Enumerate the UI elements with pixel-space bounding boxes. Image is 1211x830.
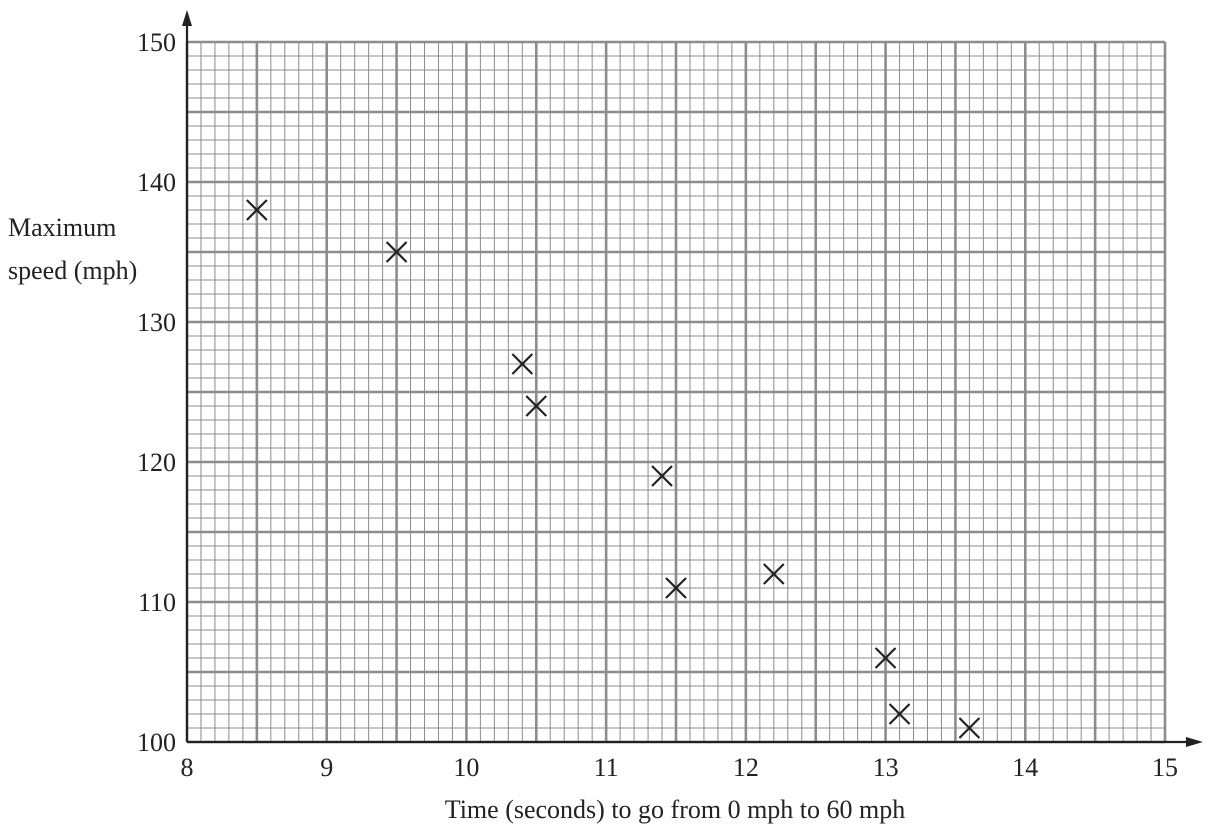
x-tick-label: 12 — [733, 753, 759, 782]
data-point-marker — [874, 647, 897, 669]
y-tick-label: 100 — [137, 728, 176, 757]
x-axis-arrow — [1186, 737, 1203, 747]
x-tick-label: 15 — [1152, 753, 1178, 782]
data-point-marker — [385, 241, 408, 263]
y-tick-label: 130 — [137, 308, 176, 337]
y-axis-title-line-1: Maximum — [8, 213, 116, 242]
y-tick-label: 110 — [138, 588, 176, 617]
chart-axes — [182, 10, 1203, 747]
y-axis-arrow — [182, 10, 192, 26]
data-point-marker — [888, 703, 911, 725]
data-points — [246, 199, 981, 739]
x-tick-label: 10 — [453, 753, 479, 782]
data-point-marker — [665, 577, 687, 599]
data-point-marker — [763, 563, 785, 585]
tick-labels: 8 9 10 11 12 13 14 15 100 110 120 130 140 150 — [137, 28, 1178, 782]
x-tick-label: 8 — [181, 753, 194, 782]
data-point-marker — [525, 395, 548, 417]
x-tick-label: 14 — [1012, 753, 1038, 782]
y-tick-label: 140 — [137, 168, 176, 197]
x-axis-title: Time (seconds) to go from 0 mph to 60 mp… — [445, 795, 906, 824]
data-point-marker — [958, 717, 981, 739]
chart-grid — [185, 40, 1167, 744]
data-point-marker — [246, 199, 268, 221]
data-point-marker — [651, 465, 673, 487]
x-tick-label: 13 — [873, 753, 899, 782]
y-tick-label: 150 — [137, 28, 176, 57]
data-point-marker — [511, 353, 534, 375]
x-tick-label: 9 — [320, 753, 333, 782]
x-tick-label: 11 — [594, 753, 619, 782]
y-tick-label: 120 — [137, 448, 176, 477]
y-axis-title-line-2: speed (mph) — [8, 256, 137, 285]
